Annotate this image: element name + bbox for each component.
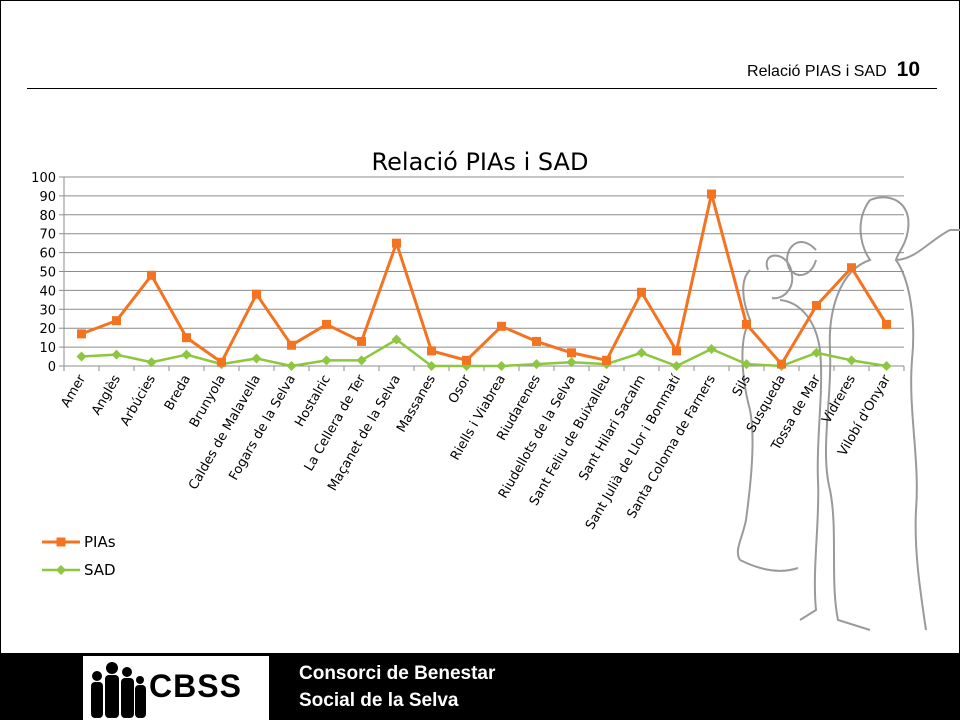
cbss-logo: CBSS: [83, 656, 269, 720]
point-pias: [497, 321, 506, 331]
slide-header: Relació PIAS i SAD 10: [747, 58, 920, 82]
point-sad: [111, 349, 122, 360]
x-tick-label: Anglès: [89, 372, 124, 418]
legend-label-pias: PIAs: [84, 533, 116, 551]
series-line-sad: [81, 338, 887, 368]
point-sad: [146, 357, 157, 368]
page-number: 10: [896, 58, 920, 81]
point-pias: [182, 333, 191, 343]
x-tick-label: Osor: [446, 372, 474, 406]
y-tick-label: 20: [39, 322, 56, 337]
y-tick-label: 40: [39, 284, 56, 299]
point-sad: [846, 355, 857, 366]
point-sad: [531, 359, 542, 370]
point-sad: [251, 353, 262, 364]
y-tick-label: 30: [39, 303, 56, 318]
chart-title: Relació PIAs i SAD: [372, 148, 589, 176]
point-sad: [811, 347, 822, 358]
y-tick-label: 100: [31, 171, 56, 186]
logo-text: CBSS: [149, 668, 242, 704]
point-pias: [217, 357, 226, 367]
series-line-pias: [80, 192, 888, 366]
point-pias: [882, 319, 891, 329]
point-sad: [671, 361, 682, 371]
point-pias: [637, 287, 646, 297]
point-sad: [391, 334, 402, 345]
point-sad: [566, 357, 577, 368]
point-pias: [847, 263, 856, 273]
x-tick-label: Sils: [730, 372, 754, 399]
people-group-icon: [91, 662, 146, 718]
point-sad: [181, 349, 192, 360]
x-tick-label: Fogars de la Selva: [226, 373, 299, 484]
y-tick-label: 60: [39, 247, 56, 262]
point-pias: [567, 348, 576, 358]
point-sad: [426, 361, 437, 371]
point-pias: [77, 329, 86, 339]
point-sad: [496, 361, 507, 371]
point-pias: [287, 340, 296, 350]
point-pias: [777, 359, 786, 369]
org-line-1: Consorci de Benestar: [299, 663, 496, 684]
point-pias: [392, 238, 401, 248]
point-pias: [252, 289, 261, 299]
y-tick-label: 70: [39, 228, 56, 243]
organization-name: Consorci de Benestar Social de la Selva: [299, 660, 495, 714]
y-tick-label: 0: [48, 360, 56, 375]
x-tick-label: Arbúcies: [118, 372, 159, 428]
point-sad: [356, 355, 367, 366]
y-tick-label: 10: [39, 341, 56, 356]
point-pias: [427, 346, 436, 356]
point-pias: [707, 189, 716, 199]
x-tick-label: Amer: [59, 372, 90, 410]
x-tick-label: Vidreres: [819, 372, 859, 426]
slide-title: Relació PIAS i SAD: [747, 63, 887, 80]
point-pias: [672, 346, 681, 356]
legend-marker: [56, 537, 66, 547]
point-pias: [532, 336, 541, 346]
y-tick-label: 80: [39, 209, 56, 224]
point-sad: [321, 355, 332, 366]
point-pias: [462, 355, 471, 365]
point-pias: [357, 336, 366, 346]
legend-label-sad: SAD: [84, 561, 116, 579]
y-tick-label: 50: [39, 266, 56, 281]
point-sad: [881, 361, 892, 371]
point-pias: [322, 319, 331, 329]
point-sad: [706, 343, 717, 354]
point-pias: [602, 355, 611, 365]
point-sad: [286, 361, 297, 371]
point-pias: [742, 319, 751, 329]
point-pias: [147, 270, 156, 280]
x-tick-label: Breda: [162, 373, 194, 414]
point-pias: [112, 316, 121, 326]
y-tick-label: 90: [39, 190, 56, 205]
point-pias: [812, 301, 821, 311]
point-sad: [636, 347, 647, 358]
point-sad: [76, 351, 87, 362]
header-divider: [27, 88, 937, 89]
legend-marker: [56, 565, 66, 575]
org-line-2: Social de la Selva: [299, 690, 459, 711]
line-chart: Relació PIAs i SAD 0 10 20 30 40 50 60 70 80 90 10…: [31, 148, 905, 579]
point-sad: [741, 359, 752, 370]
